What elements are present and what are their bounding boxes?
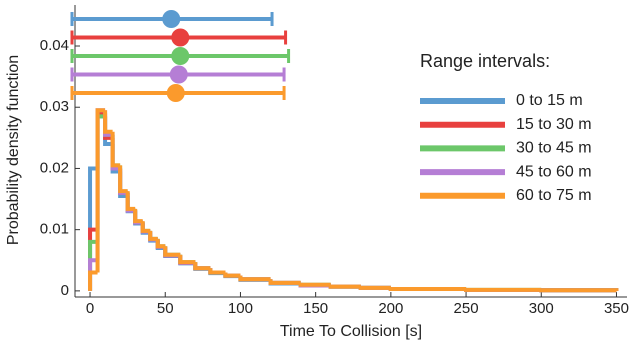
x-tick-label: 300 [529,300,554,317]
histogram-step [125,191,136,211]
histogram-step [539,288,619,293]
histogram-step [110,131,121,168]
x-tick-label: 250 [454,300,479,317]
histogram-step [268,279,301,285]
x-tick-label: 50 [157,300,174,317]
x-tick-label: 100 [228,300,253,317]
x-axis-label: Time To Collision [s] [280,323,422,340]
mean-marker [162,10,181,28]
mean-marker [169,65,188,84]
histogram-step [208,268,226,275]
histogram-step [118,165,128,194]
histogram-step [163,246,181,257]
legend-title: Range intervals: [420,51,550,71]
histogram-step [223,272,241,278]
legend-label: 0 to 15 m [516,92,583,109]
histogram-step [95,108,106,273]
histogram-step [178,254,196,265]
histogram-step [88,270,98,291]
histogram-step [298,282,331,287]
histogram-step [133,208,143,224]
legend-label: 60 to 75 m [516,187,592,204]
histogram-step [148,230,158,241]
x-tick-label: 200 [378,300,403,317]
mean-marker [171,28,190,47]
mean-marker [171,47,190,65]
histogram-step [388,287,467,292]
x-tick-label: 150 [303,300,328,317]
x-tick-label: 0 [86,300,94,317]
y-tick-label: 0.03 [40,98,69,115]
legend-label: 45 to 60 m [516,163,592,180]
histogram-step [155,238,166,249]
histogram-step [464,287,542,292]
legend-label: 30 to 45 m [516,140,592,157]
y-tick-label: 0.02 [40,159,69,176]
histogram-step [328,284,361,289]
histogram-step [103,110,113,134]
histogram-step [358,285,391,290]
histogram-step [140,221,151,233]
histogram-step [238,275,271,282]
y-tick-label: 0.04 [40,37,69,54]
x-tick-label: 350 [604,300,629,317]
y-axis-label: Probability density function [5,55,22,245]
mean-marker [166,84,185,102]
histogram-step [193,262,211,271]
legend-label: 15 to 30 m [516,116,592,133]
y-tick-label: 0 [61,282,69,299]
y-tick-label: 0.01 [40,221,69,238]
